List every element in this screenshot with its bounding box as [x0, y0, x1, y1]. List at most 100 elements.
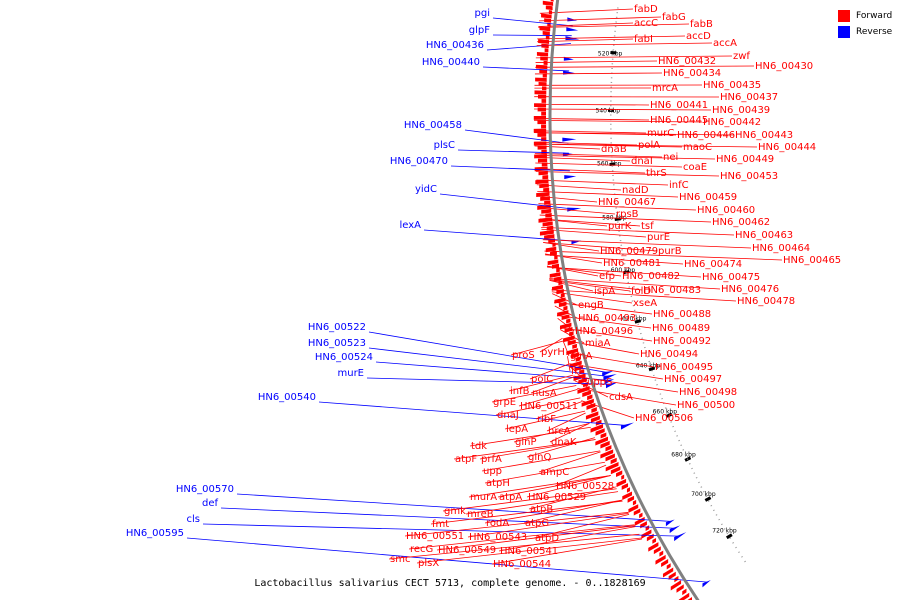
forward-gene-label: prfA: [481, 454, 502, 465]
reverse-leader: [366, 377, 612, 385]
forward-feature: [595, 428, 605, 436]
forward-leader: [566, 351, 655, 368]
minor-tick: [676, 435, 678, 437]
forward-swatch: [838, 10, 850, 22]
reverse-leader: [464, 129, 569, 144]
forward-feature: [610, 457, 617, 465]
forward-gene-label: mrcA: [652, 83, 678, 94]
forward-gene-label: miaA: [585, 338, 611, 349]
forward-feature: [541, 124, 547, 129]
forward-leader: [551, 291, 633, 304]
forward-leader: [551, 289, 737, 302]
forward-gene-label: HN6_00488: [653, 309, 711, 320]
tick-label: 600 kbp: [611, 267, 636, 274]
forward-leader: [484, 499, 623, 524]
forward-leader: [526, 437, 595, 458]
forward-leader: [539, 8, 634, 14]
forward-gene-label: nei: [663, 152, 678, 163]
forward-gene-label: HN6_00442: [703, 117, 761, 128]
forward-feature: [605, 445, 612, 452]
forward-leader: [484, 461, 605, 484]
forward-feature: [578, 377, 587, 385]
forward-feature: [534, 103, 547, 108]
reverse-gene-label: murE: [337, 368, 364, 379]
forward-leader: [538, 207, 616, 215]
reverse-feature: [564, 175, 577, 180]
forward-leader: [535, 162, 683, 168]
minor-tick: [698, 481, 700, 484]
minor-tick: [672, 425, 675, 428]
forward-feature: [542, 30, 550, 36]
minor-tick: [700, 486, 703, 488]
forward-gene-label: fabI: [634, 34, 653, 45]
forward-leader: [535, 60, 658, 63]
forward-gene-label: nusA: [532, 388, 557, 399]
forward-gene-label: HN6_00482: [622, 271, 680, 282]
forward-gene-label: gmk: [444, 506, 466, 517]
forward-leader: [549, 278, 721, 290]
forward-feature: [616, 470, 623, 478]
reverse-leader: [220, 507, 675, 529]
forward-leader: [563, 341, 570, 357]
forward-feature: [567, 339, 576, 346]
reverse-gene-label: HN6_00440: [422, 57, 480, 68]
forward-gene-label: upp: [483, 466, 502, 477]
forward-gene-label: HN6_00434: [663, 68, 721, 79]
reverse-gene-label: glpF: [469, 25, 490, 36]
forward-feature: [548, 10, 553, 15]
forward-feature: [628, 504, 639, 513]
forward-gene-label: HN6_00479: [600, 246, 658, 257]
forward-gene-label: uppS: [587, 377, 612, 388]
forward-gene-label: murC: [647, 128, 674, 139]
forward-gene-label: atpG: [525, 518, 549, 529]
forward-gene-label: HN6_00511: [520, 401, 578, 412]
forward-feature: [577, 386, 590, 394]
forward-gene-label: recG: [410, 544, 433, 555]
forward-leader: [538, 451, 601, 473]
forward-gene-label: HN6_00528: [556, 481, 614, 492]
forward-gene-label: HN6_00445: [650, 115, 708, 126]
minor-tick: [695, 476, 698, 479]
forward-leader: [513, 423, 590, 443]
forward-leader: [535, 401, 582, 420]
forward-feature: [674, 575, 679, 583]
minor-tick: [715, 514, 718, 516]
forward-gene-label: HN6_00446: [677, 130, 735, 141]
forward-feature: [537, 158, 548, 163]
forward-leader: [523, 499, 623, 524]
forward-gene-label: atpF: [455, 454, 477, 465]
forward-leader: [534, 154, 716, 160]
forward-gene-label: HN6_00489: [652, 323, 710, 334]
forward-feature: [542, 73, 547, 78]
minor-tick: [712, 509, 715, 512]
forward-leader: [535, 65, 755, 68]
forward-leader: [537, 38, 634, 43]
forward-feature: [616, 478, 627, 488]
minor-tick: [661, 397, 663, 400]
forward-feature: [590, 424, 604, 433]
forward-gene-label: glnQ: [528, 452, 551, 463]
forward-gene-label: HN6_00492: [653, 336, 711, 347]
forward-gene-label: HN6_00475: [702, 272, 760, 283]
minor-tick: [686, 458, 689, 460]
forward-gene-label: HN6_00474: [684, 259, 742, 270]
tick-label: 720 kbp: [712, 528, 737, 535]
forward-feature: [659, 550, 664, 557]
reverse-leader: [482, 66, 570, 72]
forward-gene-label: HN6_00460: [697, 205, 755, 216]
forward-gene-label: glnP: [515, 437, 537, 448]
forward-gene-label: HN6_00463: [735, 230, 793, 241]
reverse-feature: [620, 422, 635, 430]
forward-leader: [388, 533, 640, 560]
forward-feature: [655, 554, 666, 565]
forward-leader: [534, 119, 703, 123]
minor-tick: [723, 528, 726, 530]
label-layer: pgi glpF HN6_00436 HN6_00440 HN6_00458 plsC HN…: [126, 4, 841, 570]
forward-gene-label: thrS: [646, 168, 667, 179]
forward-leader: [534, 153, 663, 158]
legend-item-forward: Forward: [838, 8, 892, 24]
forward-gene-label: rodA: [486, 518, 509, 529]
tick-label: 680 kbp: [671, 451, 696, 458]
genome-backbone: [548, 0, 700, 600]
